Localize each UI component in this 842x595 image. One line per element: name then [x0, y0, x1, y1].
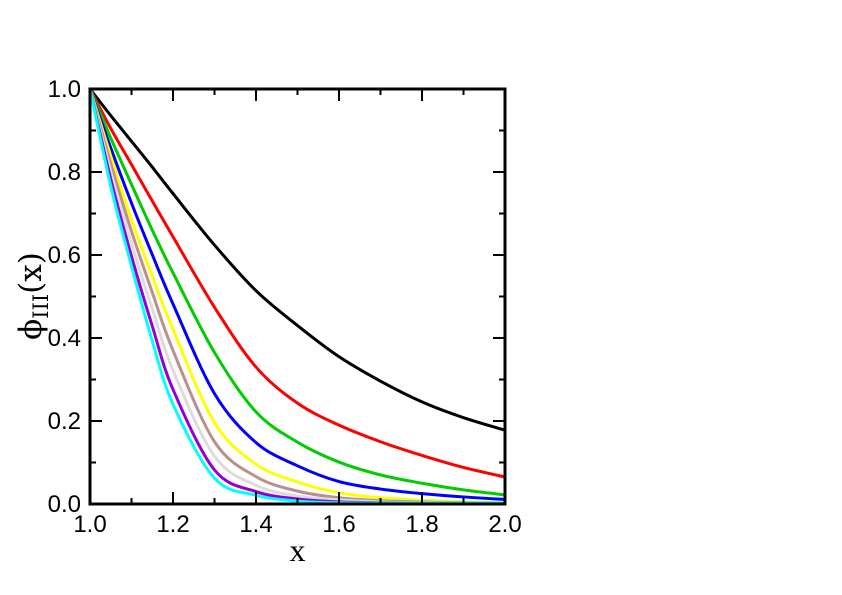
x-tick-label: 1.4	[239, 511, 272, 538]
curve-green	[90, 89, 505, 497]
curve-red	[90, 89, 505, 479]
x-tick-label: 1.6	[322, 511, 355, 538]
x-tick-label: 1.2	[156, 511, 189, 538]
x-tick-label: 2.0	[488, 511, 521, 538]
x-axis-title: x	[289, 532, 306, 568]
ticks-group	[89, 88, 506, 505]
curves-group	[90, 89, 505, 504]
y-tick-label: 0.6	[48, 242, 81, 269]
y-tick-label: 1.0	[48, 76, 81, 103]
y-tick-label: 0.0	[48, 491, 81, 518]
x-tick-label: 1.8	[405, 511, 438, 538]
y-axis-title: ϕIII(x)	[13, 252, 53, 340]
curve-black	[90, 89, 505, 432]
phi-symbol: ϕ	[13, 318, 49, 340]
tick-labels-group: 1.0 1.2 1.4 1.6 1.8 2.0 0.0 0.2 0.4 0.6 0.8 1.0	[48, 76, 522, 538]
y-axis-title-subscript: III	[29, 293, 53, 319]
y-tick-label: 0.2	[48, 408, 81, 435]
x-tick-label: 1.0	[73, 511, 106, 538]
y-tick-label: 0.4	[48, 325, 81, 352]
y-tick-label: 0.8	[48, 159, 81, 186]
y-axis-title-suffix: (x)	[13, 252, 49, 294]
